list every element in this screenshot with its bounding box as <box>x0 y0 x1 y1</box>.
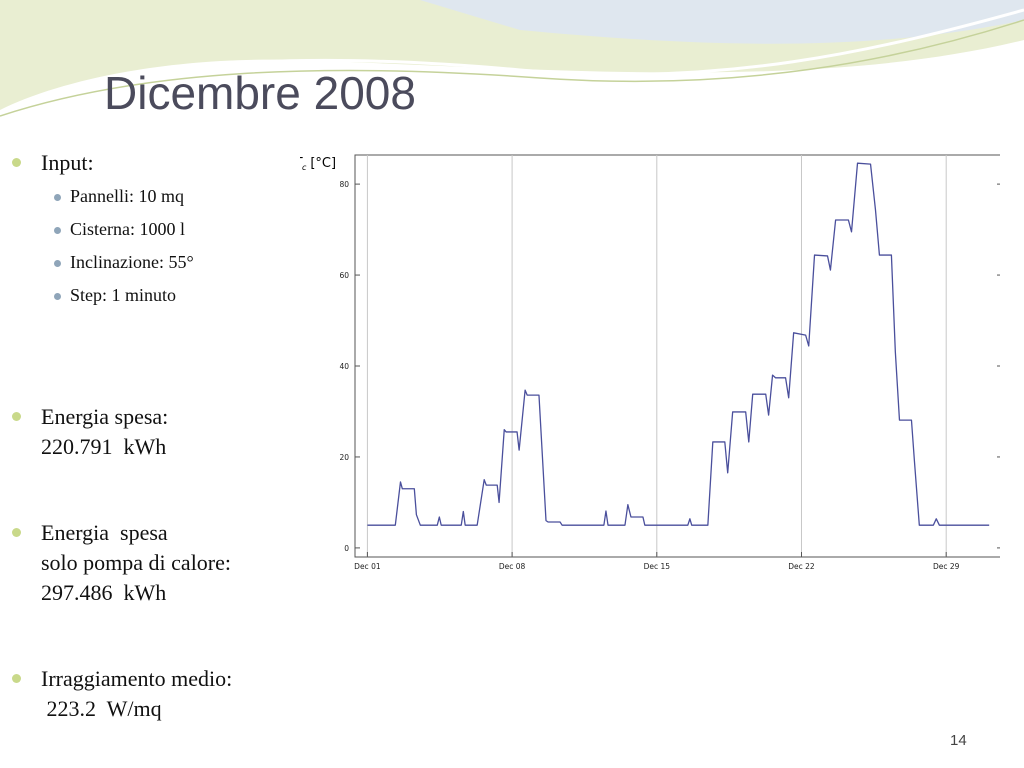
sub-bullet: Step: 1 minuto <box>12 279 312 312</box>
x-tick-label: Dec 08 <box>499 562 526 571</box>
bullet-text: Irraggiamento medio: <box>41 666 233 691</box>
x-tick-label: Dec 22 <box>788 562 815 571</box>
bullet: Irraggiamento medio: 223.2 W/mq <box>12 664 312 724</box>
bullet-text: solo pompa di calore: <box>41 550 232 575</box>
sub-bullet: Cisterna: 1000 l <box>12 213 312 246</box>
bullet-text: 297.486 kWh <box>41 580 167 605</box>
swoosh-line <box>0 8 1024 114</box>
y-axis-label: Tc[°C] <box>300 156 336 172</box>
y-tick-label: 20 <box>339 453 349 462</box>
y-axis-label-subscript: c <box>302 163 307 172</box>
y-axis-label-symbol: T <box>300 156 303 171</box>
x-tick-label: Dec 29 <box>933 562 960 571</box>
swoosh-line <box>0 19 1024 117</box>
y-tick-label: 60 <box>339 271 349 280</box>
plot-frame <box>354 154 1000 558</box>
bullet-list: Input: Pannelli: 10 mq Cisterna: 1000 l Inc… <box>12 148 312 724</box>
y-axis-label-unit: [°C] <box>310 156 336 171</box>
x-tick-label: Dec 01 <box>354 562 381 571</box>
bullet-text: 223.2 W/mq <box>41 696 162 721</box>
swoosh <box>420 0 1024 44</box>
bullet: Energia spesa solo pompa di calore: 297.48… <box>12 518 312 608</box>
bullet-text: Energia spesa: <box>41 404 169 429</box>
bullet: Input: <box>12 148 312 178</box>
bullet: Energia spesa: 220.791 kWh <box>12 402 312 462</box>
header-decoration <box>0 0 1024 117</box>
x-tick-label: Dec 15 <box>644 562 671 571</box>
chart: Tc[°C] Dec 01 Dec 08 Dec 15 Dec 22 Dec 29 0 20… <box>300 154 1000 571</box>
bullet-text: Input: <box>41 150 94 175</box>
page-number: 14 <box>950 732 967 749</box>
slide-title: Dicembre 2008 <box>104 67 416 119</box>
bullet-text: Energia spesa <box>41 520 168 545</box>
y-tick-label: 0 <box>344 544 349 553</box>
y-tick-label: 40 <box>339 362 349 371</box>
sub-bullet: Inclinazione: 55° <box>12 246 312 279</box>
sub-bullet: Pannelli: 10 mq <box>12 180 312 213</box>
y-tick-label: 80 <box>339 180 349 189</box>
data-line <box>367 162 990 526</box>
bullet-text: 220.791 kWh <box>41 434 167 459</box>
